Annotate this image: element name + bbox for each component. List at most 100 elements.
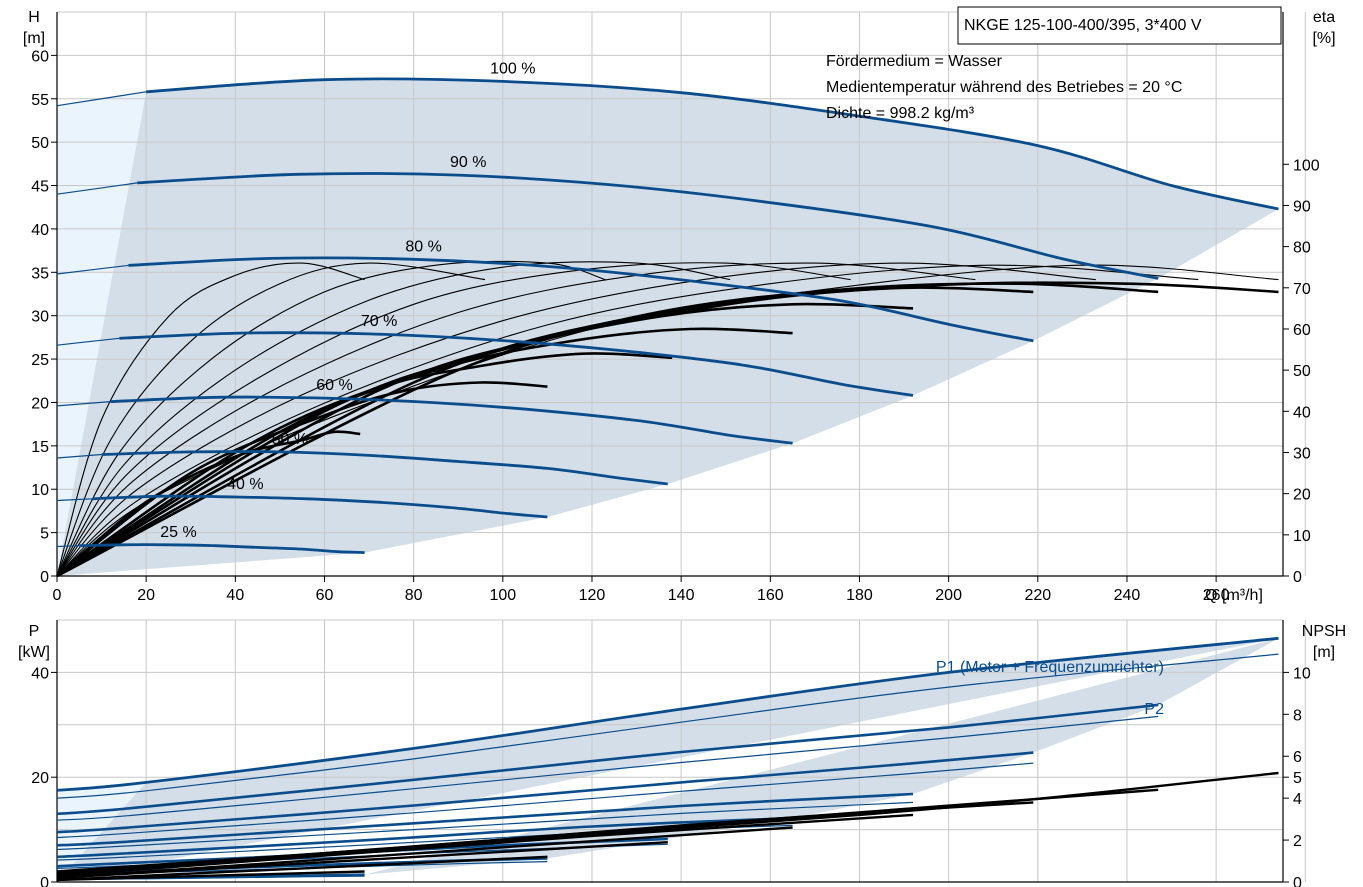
- x-tick-label: 40: [226, 587, 244, 604]
- head-curve-label: 50 %: [272, 431, 308, 448]
- y-right-tick-label: 2: [1293, 833, 1302, 850]
- y-left-tick-label: 0: [40, 569, 49, 586]
- y-right-tick-label: 6: [1293, 749, 1302, 766]
- head-curve-label: 25 %: [160, 524, 196, 541]
- y-right-tick-label: 0: [1293, 875, 1302, 887]
- x-tick-label: 220: [1024, 587, 1051, 604]
- x-tick-label: 80: [405, 587, 423, 604]
- y-right-tick-label: 5: [1293, 770, 1302, 787]
- x-tick-label: 160: [757, 587, 784, 604]
- x-tick-label: 140: [668, 587, 695, 604]
- y-right-tick-label: 10: [1293, 665, 1311, 682]
- p1-curve: [56, 816, 793, 859]
- head-curve-extension: [56, 498, 93, 502]
- efficiency-curve: [56, 262, 486, 577]
- y-left-tick-label: 50: [31, 135, 49, 152]
- efficiency-curve: [56, 264, 1199, 577]
- y-right-tick-label: 4: [1293, 791, 1302, 808]
- x-tick-label: 200: [935, 587, 962, 604]
- annotation-medium: Fördermedium = Wasser: [826, 53, 1003, 70]
- chart-title: NKGE 125-100-400/395, 3*400 V: [964, 17, 1202, 34]
- y-right-tick-label: 20: [1293, 487, 1311, 504]
- head-curve-extension: [56, 401, 111, 407]
- y-right-title-top: eta: [1313, 9, 1335, 26]
- x-tick-label: 60: [316, 587, 334, 604]
- head-curve-label: 70 %: [361, 313, 397, 330]
- y-left-tick-label: 25: [31, 352, 49, 369]
- head-efficiency-chart: 0 5 10 15 20 25 30 35 40 45 50 55 60 0 10 20 30 40 50 60 70 8…: [31, 11, 1320, 604]
- y-left-tick-label: 20: [31, 770, 49, 787]
- y-right-tick-label: 90: [1293, 198, 1311, 215]
- y-left-tick-label: 5: [40, 526, 49, 543]
- x-tick-label: 240: [1114, 587, 1141, 604]
- y-right-tick-label: 60: [1293, 322, 1311, 339]
- npsh-curve: [56, 855, 548, 882]
- npsh-curve: [56, 771, 1279, 873]
- head-curve: [137, 172, 1159, 280]
- p1-curve: [56, 703, 1159, 816]
- y-left-tick-label: 40: [31, 222, 49, 239]
- p1-curve: [56, 751, 1034, 834]
- power-npsh-chart: 0 20 40 0 2 4 5 6 8 10: [31, 619, 1311, 887]
- operating-range-area: [57, 79, 1279, 576]
- p2-curve: [56, 801, 914, 851]
- annotation-temperature: Medientemperatur während des Betriebes =…: [826, 79, 1182, 96]
- y-left-tick-label: 35: [31, 265, 49, 282]
- y-right-tick-label: 70: [1293, 281, 1311, 298]
- head-curve-extension: [56, 453, 102, 459]
- y-right-tick-label: 40: [1293, 404, 1311, 421]
- y-left-tick-label: 15: [31, 439, 49, 456]
- x-axis-title: Q [m³/h]: [1205, 587, 1263, 604]
- x-tick-label: 120: [579, 587, 606, 604]
- head-curve-label: 40 %: [227, 476, 263, 493]
- range-light-area: [57, 91, 147, 576]
- y-right-tick-label: 30: [1293, 445, 1311, 462]
- y-right-unit-top: [%]: [1312, 30, 1335, 47]
- power-range-area: [57, 638, 1279, 882]
- y-right-tick-label: 10: [1293, 528, 1311, 545]
- x-tick-label: 0: [53, 587, 62, 604]
- head-curve: [101, 450, 668, 486]
- y-left-unit-bottom: [kW]: [18, 644, 50, 661]
- p2-curve: [56, 715, 1159, 821]
- efficiency-curve: [56, 262, 1096, 577]
- head-curve-label: 100 %: [490, 60, 535, 77]
- x-tick-label: 20: [137, 587, 155, 604]
- y-left-tick-label: 20: [31, 395, 49, 412]
- efficiency-curve: [56, 262, 365, 577]
- head-curve-extension: [56, 545, 80, 548]
- head-curve-extension: [56, 182, 138, 195]
- head-curve-label: 80 %: [405, 238, 441, 255]
- y-left-title-bottom: P: [29, 623, 40, 640]
- y-right-tick-label: 50: [1293, 363, 1311, 380]
- head-curve: [128, 256, 1034, 343]
- y-left-tick-label: 60: [31, 48, 49, 65]
- head-curve-label: 90 %: [450, 154, 486, 171]
- head-curve-label: 60 %: [316, 377, 352, 394]
- y-left-tick-label: 30: [31, 309, 49, 326]
- head-curve-extension: [56, 337, 120, 346]
- p2-curve: [56, 762, 1034, 839]
- x-tick-label: 180: [846, 587, 873, 604]
- x-tick-label: 100: [489, 587, 516, 604]
- head-curve: [110, 395, 793, 445]
- y-right-unit-bottom: [m]: [1313, 644, 1335, 661]
- efficiency-curve: [56, 261, 731, 577]
- y-left-unit-top: [m]: [23, 30, 45, 47]
- y-right-tick-label: 100: [1293, 157, 1320, 174]
- y-left-tick-label: 0: [40, 875, 49, 887]
- p1-curve: [56, 792, 914, 847]
- head-curve: [92, 494, 548, 519]
- y-left-title-top: H: [28, 9, 40, 26]
- x-tick-label: 260: [1203, 587, 1230, 604]
- head-curve: [79, 543, 365, 554]
- y-left-tick-label: 40: [31, 665, 49, 682]
- annotation-density: Dichte = 998.2 kg/m³: [826, 105, 975, 122]
- p2-label: P2: [1144, 701, 1164, 718]
- y-right-tick-label: 8: [1293, 707, 1302, 724]
- y-left-tick-label: 10: [31, 482, 49, 499]
- y-left-tick-label: 45: [31, 179, 49, 196]
- title-box: [957, 6, 1282, 45]
- p1-label: P1 (Motor + Frequenzumrichter): [936, 659, 1164, 676]
